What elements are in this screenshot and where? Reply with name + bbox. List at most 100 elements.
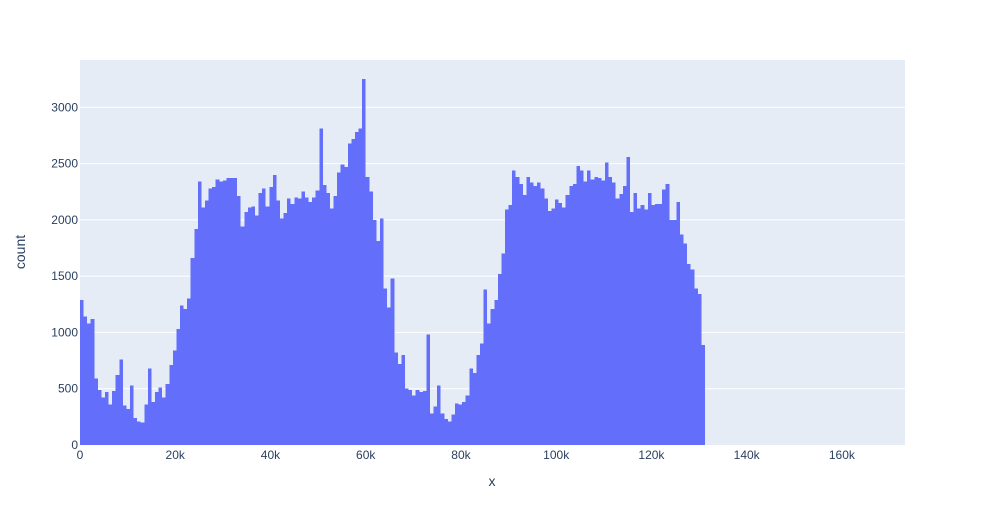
x-tick-label: 100k xyxy=(543,448,570,462)
histogram-bar xyxy=(183,308,188,445)
histogram-bar xyxy=(230,178,234,445)
histogram-bar xyxy=(419,392,423,445)
histogram-bar xyxy=(519,183,523,445)
histogram-bar xyxy=(540,188,545,446)
histogram-bar xyxy=(612,182,616,445)
histogram-bar xyxy=(530,182,534,445)
histogram-bar xyxy=(251,206,255,445)
histogram-bar xyxy=(101,397,105,445)
histogram-bar xyxy=(494,299,498,445)
y-axis-ticks: 0 500 1000 1500 2000 2500 3000 xyxy=(51,100,78,452)
histogram-bar xyxy=(308,201,313,445)
histogram-bar xyxy=(508,205,513,445)
histogram-bar xyxy=(676,201,680,445)
histogram-bar xyxy=(430,413,434,445)
histogram-bar xyxy=(105,392,109,445)
y-axis-title: count xyxy=(12,235,28,269)
histogram-bar xyxy=(383,288,388,445)
histogram-bar xyxy=(147,368,152,445)
histogram-bar xyxy=(301,191,305,445)
x-tick-label: 80k xyxy=(451,448,471,462)
histogram-bar xyxy=(480,343,484,445)
histogram-bar xyxy=(290,204,295,445)
histogram-bar xyxy=(458,404,463,445)
histogram-bar xyxy=(687,263,691,445)
y-tick-label: 2000 xyxy=(51,213,78,227)
histogram-bar xyxy=(222,180,227,445)
histogram-bar xyxy=(608,177,613,445)
histogram-bar xyxy=(262,188,266,446)
histogram-bar xyxy=(455,403,459,445)
histogram-bar xyxy=(701,344,705,445)
histogram-bar xyxy=(476,354,480,445)
histogram-bar xyxy=(594,177,598,445)
histogram-bar xyxy=(258,192,263,445)
bars xyxy=(80,79,705,446)
y-tick-label: 500 xyxy=(58,382,78,396)
histogram-bar xyxy=(240,226,245,445)
histogram-bar xyxy=(194,228,198,445)
x-tick-label: 20k xyxy=(166,448,186,462)
histogram-bar xyxy=(201,207,205,445)
histogram-bar xyxy=(501,253,505,445)
histogram-bar xyxy=(655,204,659,445)
histogram-bar xyxy=(537,182,541,445)
histogram-bar xyxy=(337,172,341,445)
histogram-bar xyxy=(576,165,580,445)
histogram-bar xyxy=(237,196,241,445)
histogram-bar xyxy=(80,299,84,445)
histogram-bar xyxy=(551,208,555,445)
histogram-bar xyxy=(144,404,148,445)
histogram-bar xyxy=(665,183,670,445)
histogram-bar xyxy=(487,323,491,445)
histogram-bar xyxy=(622,186,627,445)
histogram-bar xyxy=(108,404,113,445)
histogram-bar xyxy=(333,196,338,445)
histogram-bar xyxy=(330,208,334,445)
histogram-bar xyxy=(380,218,384,445)
histogram-bar xyxy=(362,79,366,446)
histogram-bar xyxy=(83,316,88,445)
histogram-bar xyxy=(233,178,238,445)
histogram-bar xyxy=(469,368,473,445)
histogram-bar xyxy=(669,219,673,445)
histogram-bar xyxy=(472,372,477,445)
histogram-bar xyxy=(633,192,638,445)
histogram-bar xyxy=(369,191,373,445)
histogram-bar xyxy=(662,189,666,445)
histogram-bar xyxy=(197,181,202,445)
histogram-bar xyxy=(444,419,448,445)
histogram-bar xyxy=(562,207,566,445)
histogram-bar xyxy=(347,143,352,446)
histogram-bar xyxy=(226,178,230,445)
histogram-bar xyxy=(115,375,120,445)
histogram-bar xyxy=(640,205,645,445)
x-tick-label: 140k xyxy=(734,448,761,462)
x-axis-ticks: 0 20k 40k 60k 80k 100k 120k 140k 160k xyxy=(77,448,856,462)
histogram-bar xyxy=(672,219,677,445)
histogram-bar xyxy=(305,197,309,445)
histogram-bar xyxy=(583,181,588,445)
histogram-bar xyxy=(280,218,284,445)
histogram-bar xyxy=(572,183,577,445)
histogram-bar xyxy=(176,329,180,445)
histogram-bar xyxy=(555,199,559,445)
y-tick-label: 3000 xyxy=(51,100,78,114)
histogram-bar xyxy=(180,305,184,445)
histogram-bar xyxy=(483,289,488,445)
histogram-bar xyxy=(615,198,620,445)
histogram-bar xyxy=(90,318,95,445)
histogram-bar xyxy=(312,197,316,445)
histogram-bar xyxy=(647,192,652,445)
histogram-bar xyxy=(269,187,273,446)
histogram-bar xyxy=(565,195,570,445)
histogram-bar xyxy=(490,308,495,445)
x-tick-label: 0 xyxy=(77,448,84,462)
histogram-bar xyxy=(433,406,438,445)
histogram-bar xyxy=(558,202,563,445)
histogram-bar xyxy=(319,128,323,445)
histogram-bar xyxy=(97,389,102,445)
histogram-bar xyxy=(426,334,430,445)
